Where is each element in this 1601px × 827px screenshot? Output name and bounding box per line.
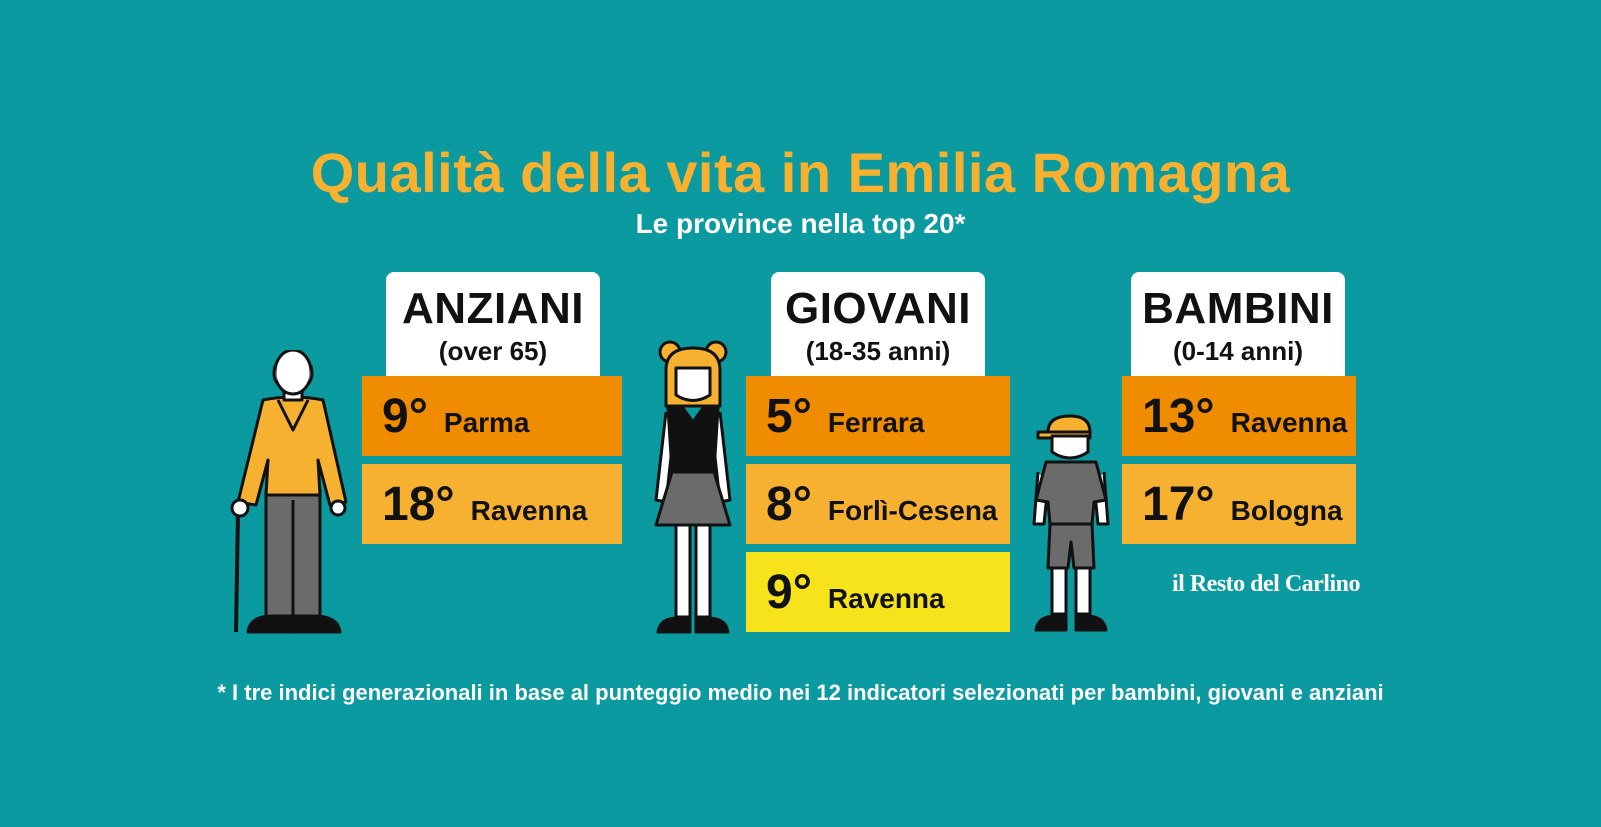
page-title: Qualità della vita in Emilia Romagna	[310, 141, 1291, 204]
brand-logo: il Resto del Carlino	[1172, 571, 1361, 597]
giovani-rank-1: 5° Ferrara	[746, 376, 1010, 456]
giovani-title: GIOVANI	[784, 284, 972, 333]
rank-position: 8°	[766, 477, 812, 531]
anziani-rank-2: 18° Ravenna	[362, 464, 622, 544]
rank-province: Ferrara	[827, 407, 925, 438]
rank-position: 9°	[766, 565, 812, 619]
rank-position: 18°	[382, 477, 455, 531]
anziani-rank-1: 9° Parma	[362, 376, 622, 456]
bambini-title: BAMBINI	[1142, 284, 1334, 333]
rank-province: Bologna	[1230, 495, 1343, 526]
bambini-header: BAMBINI (0-14 anni)	[1131, 272, 1345, 376]
anziani-header: ANZIANI (over 65)	[386, 272, 600, 376]
giovani-age-range: (18-35 anni)	[805, 336, 951, 366]
rank-province: Ravenna	[470, 495, 588, 526]
rank-position: 5°	[766, 389, 812, 443]
rank-position: 9°	[382, 389, 428, 443]
bambini-rank-2: 17° Bologna	[1122, 464, 1356, 544]
anziani-age-range: (over 65)	[438, 336, 548, 366]
rank-province: Parma	[443, 407, 530, 438]
anziani-title: ANZIANI	[402, 284, 584, 333]
child-icon	[1032, 414, 1110, 632]
rank-position: 17°	[1142, 477, 1215, 531]
bambini-rank-1: 13° Ravenna	[1122, 376, 1356, 456]
giovani-header: GIOVANI (18-35 anni)	[771, 272, 985, 376]
rank-province: Forlì-Cesena	[827, 495, 998, 526]
elderly-man-icon	[230, 350, 348, 634]
rank-province: Ravenna	[1230, 407, 1348, 438]
rank-position: 13°	[1142, 389, 1215, 443]
giovani-rank-3: 9° Ravenna	[746, 552, 1010, 632]
footnote: * I tre indici generazionali in base al …	[217, 680, 1384, 705]
page-subtitle: Le province nella top 20*	[635, 208, 966, 239]
giovani-rank-2: 8° Forlì-Cesena	[746, 464, 1010, 544]
bambini-age-range: (0-14 anni)	[1172, 336, 1304, 366]
rank-province: Ravenna	[827, 583, 945, 614]
young-woman-icon	[654, 340, 732, 634]
